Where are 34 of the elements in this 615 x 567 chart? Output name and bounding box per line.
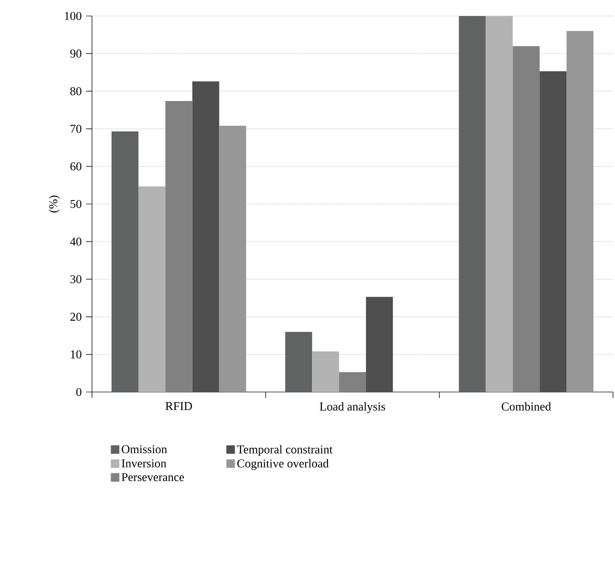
bar: [458, 16, 486, 392]
y-tick-label: 70: [70, 124, 82, 133]
x-tick-label: Combined: [502, 402, 551, 411]
bar: [566, 31, 594, 392]
y-tick-label: 20: [70, 312, 82, 321]
legend-label: Omission: [122, 445, 167, 454]
y-tick-label: 50: [70, 200, 82, 208]
bar: [112, 131, 138, 392]
bar: [540, 71, 567, 392]
bar: [486, 16, 513, 392]
bar: [219, 126, 246, 392]
legend-label: Cognitive overload: [237, 459, 329, 470]
bar: [165, 100, 192, 392]
legend-label: Inversion: [122, 459, 166, 468]
x-tick-label: RFID: [166, 402, 192, 410]
y-tick-label: 100: [64, 12, 82, 20]
y-tick-label: 10: [70, 350, 82, 358]
y-tick-label: 80: [70, 87, 82, 96]
bar: [512, 46, 540, 392]
x-tick-label: Load analysis: [320, 402, 386, 414]
legend-label: Perseverance: [122, 473, 184, 482]
bar: [285, 332, 312, 392]
y-tick-label: 60: [70, 162, 82, 170]
bar: [339, 372, 366, 392]
y-tick-label: 0: [76, 388, 82, 396]
y-tick-label: 30: [70, 275, 82, 284]
bar: [192, 81, 220, 392]
y-tick-label: 40: [70, 238, 82, 246]
y-tick-label: 90: [70, 50, 82, 58]
bar: [366, 296, 393, 392]
legend-label: Temporal constraint: [237, 445, 333, 456]
bar: [138, 186, 166, 392]
y-axis-title: (%): [48, 196, 60, 212]
bar: [312, 351, 340, 392]
